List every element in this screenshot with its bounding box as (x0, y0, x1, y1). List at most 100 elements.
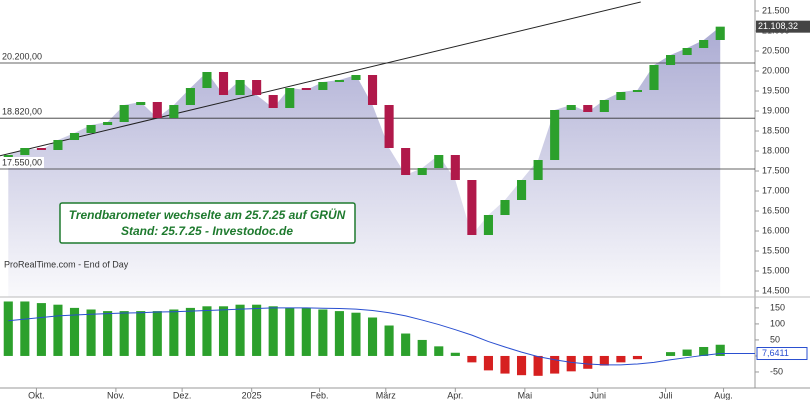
histogram-bar (417, 339, 427, 356)
level-label-box (0, 157, 44, 168)
candle (268, 95, 278, 108)
histogram-bar (483, 355, 493, 371)
histogram-bar (500, 355, 510, 374)
candle (599, 100, 609, 112)
histogram-bar (136, 311, 146, 356)
candle (450, 155, 460, 180)
annotation: Trendbarometer wechselte am 25.7.25 auf … (69, 207, 346, 222)
indicator-line (8, 307, 721, 366)
candle (682, 48, 692, 55)
histogram-bar (599, 355, 609, 366)
candle (20, 148, 30, 155)
candle (53, 140, 63, 150)
y-tick-label: 21.500 (762, 5, 790, 15)
y-tick-label: 20.500 (762, 45, 790, 55)
y-tick-label: 16.500 (762, 205, 790, 215)
level-label: 18.820,00 (2, 107, 42, 117)
candle (483, 215, 493, 235)
y-tick-label: 17.500 (762, 165, 790, 175)
y-tick-label: 19.000 (762, 105, 790, 115)
histogram-bar (285, 307, 295, 356)
histogram-bar (20, 301, 30, 356)
x-tick-label: Nov. (107, 390, 125, 400)
x-tick-label: Juli (659, 390, 673, 400)
histogram-bar (185, 307, 195, 356)
candle (119, 105, 129, 122)
histogram-bar (235, 304, 245, 356)
x-tick-label: Feb. (311, 390, 329, 400)
y-tick-label: 14.500 (762, 285, 790, 295)
last-price-label: 21.108,32 (758, 21, 798, 31)
candle (500, 200, 510, 215)
histogram-bar (550, 355, 560, 374)
histogram-bar (103, 311, 113, 356)
histogram-bar (36, 303, 46, 356)
histogram-bar (169, 309, 179, 356)
histogram-bar (86, 309, 96, 356)
level-label-box (0, 106, 44, 118)
candle (152, 102, 162, 118)
histogram-bar (666, 352, 676, 356)
candle (367, 75, 378, 105)
last-price-marker (756, 20, 810, 33)
y-tick-label: 15.000 (762, 265, 790, 275)
candle (649, 65, 659, 90)
candle (417, 168, 427, 175)
y-tick-label: 16.000 (762, 225, 790, 235)
candle (86, 125, 96, 133)
histogram-bar (3, 301, 13, 356)
histogram-bar (401, 333, 411, 356)
candle (136, 102, 146, 105)
histogram-bar (218, 306, 229, 356)
histogram-bar (202, 306, 212, 356)
candle (252, 80, 262, 95)
level-label: 20.200,00 (2, 51, 42, 61)
histogram-bar (268, 306, 278, 356)
indicator-last-box (756, 347, 808, 361)
histogram-bar (682, 349, 692, 356)
candle (235, 80, 245, 95)
histogram-bar (334, 311, 344, 356)
candle (616, 92, 626, 100)
candle (566, 105, 576, 110)
x-tick-label: Okt. (28, 390, 45, 400)
histogram-bar (450, 352, 460, 356)
histogram-bar (434, 346, 444, 356)
histogram-bar (516, 355, 527, 376)
histogram-bar (318, 309, 328, 356)
candle (318, 82, 328, 90)
candle (533, 160, 543, 180)
y-tick-label: -50 (770, 366, 783, 376)
histogram-bar (583, 355, 593, 369)
y-tick-label: 17.000 (762, 185, 790, 195)
candle (699, 40, 709, 48)
candle (516, 180, 527, 200)
candle (583, 105, 593, 112)
y-tick-label: 15.500 (762, 245, 790, 255)
candle (715, 26, 725, 40)
histogram-bar (351, 312, 361, 356)
y-tick-label: 18.000 (762, 145, 790, 155)
histogram-bar (301, 307, 311, 356)
y-tick-label: 50 (770, 334, 780, 344)
histogram-bar (69, 307, 80, 356)
histogram-bar (384, 325, 394, 356)
candle (401, 148, 411, 175)
candle (467, 180, 477, 235)
x-tick-label: 2025 (242, 390, 262, 400)
annotation: Stand: 25.7.25 - Investodoc.de (121, 224, 293, 238)
histogram-bar (467, 355, 477, 363)
histogram-bar (566, 355, 576, 372)
histogram-bar (119, 311, 129, 356)
y-tick-label: 18.500 (762, 125, 790, 135)
x-tick-label: März (376, 390, 396, 400)
histogram-bar (53, 304, 63, 356)
y-tick-label: 20.000 (762, 65, 790, 75)
candle (69, 133, 80, 140)
x-tick-label: Mai (518, 390, 533, 400)
histogram-bar (533, 355, 543, 376)
histogram-bar (152, 311, 162, 356)
level-label-box (0, 51, 44, 62)
candle (334, 80, 344, 82)
